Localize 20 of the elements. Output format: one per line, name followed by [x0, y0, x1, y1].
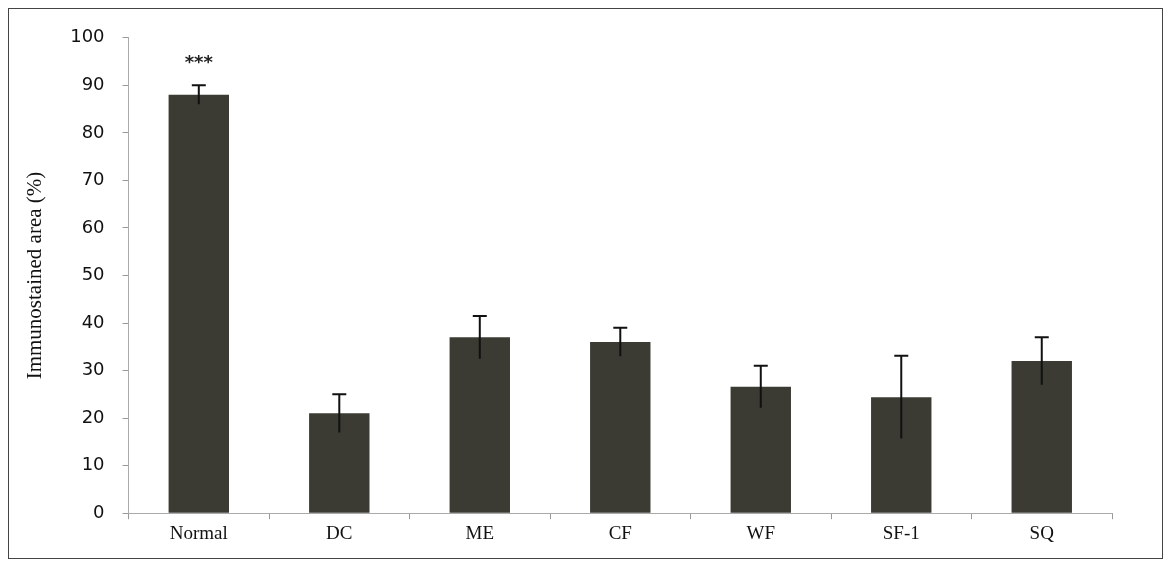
x-tick-label: SQ	[1029, 521, 1055, 543]
y-tick-label: 70	[81, 168, 105, 190]
y-tick-label: 30	[81, 358, 105, 380]
y-tick-label: 80	[81, 120, 105, 142]
y-tick-label: 0	[93, 500, 105, 522]
y-axis-title: Immunostained area (%)	[22, 171, 47, 380]
x-tick-label: SF-1	[882, 521, 920, 543]
x-tick-label: Normal	[169, 521, 228, 543]
y-tick-label: 90	[81, 73, 105, 95]
y-tick-label: 10	[81, 453, 105, 475]
y-tick-label: 40	[81, 310, 105, 332]
x-tick-label: CF	[608, 521, 632, 543]
y-tick-label: 60	[81, 215, 105, 237]
y-tick-label: 20	[81, 405, 105, 427]
y-tick-label: 50	[81, 263, 105, 285]
annotation: ***	[184, 51, 214, 73]
y-tick-label: 100	[70, 25, 105, 47]
x-tick-label: DC	[326, 521, 353, 543]
x-tick-label: WF	[746, 521, 776, 543]
x-tick-label: ME	[465, 521, 495, 543]
